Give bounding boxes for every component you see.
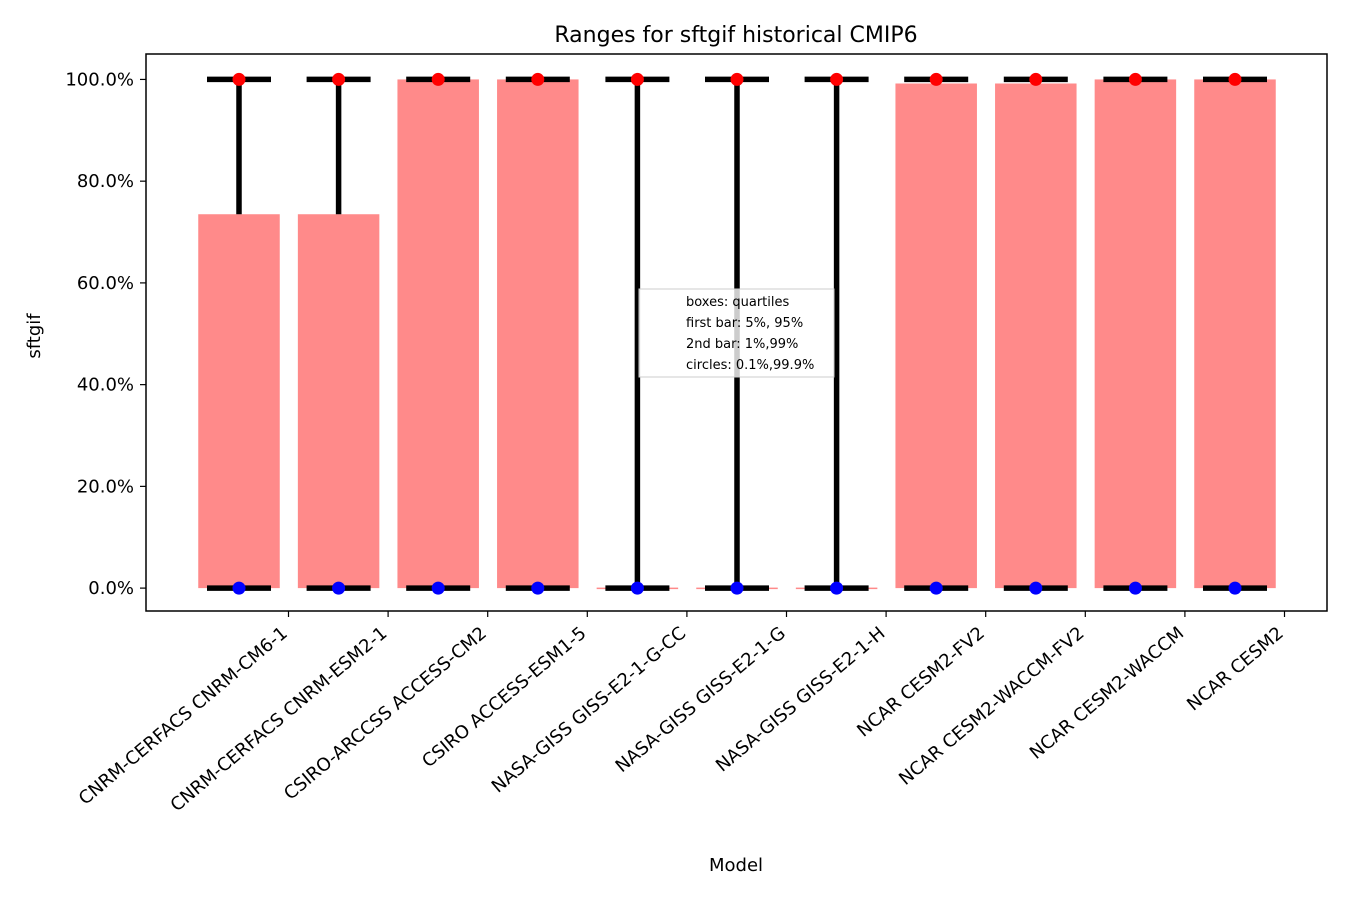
circle-0-1 <box>531 581 545 595</box>
y-axis-label: sftgif <box>24 313 45 359</box>
axes-frame <box>145 53 1328 612</box>
circle-99-9 <box>630 72 644 86</box>
y-tick-label: 0.0% <box>88 578 134 599</box>
circle-99-9 <box>730 72 744 86</box>
legend-entry-circles: circles: 0.1%,99.9% <box>686 358 814 373</box>
circle-0-1 <box>730 581 744 595</box>
circle-0-1 <box>232 581 246 595</box>
circle-0-1 <box>1128 581 1142 595</box>
circle-99-9 <box>1128 72 1142 86</box>
quartile-box <box>1194 79 1276 589</box>
circle-99-9 <box>929 72 943 86</box>
x-axis-label: Model <box>709 855 763 876</box>
circle-99-9 <box>1029 72 1043 86</box>
quartile-box <box>297 214 380 589</box>
legend-entry-second-bar: 2nd bar: 1%,99% <box>686 337 798 352</box>
quartile-box <box>995 83 1077 589</box>
circle-99-9 <box>332 72 346 86</box>
legend-box <box>638 288 835 378</box>
circle-99-9 <box>232 72 246 86</box>
quartile-box <box>1094 79 1177 589</box>
legend: boxes: quartiles first bar: 5%, 95% 2nd … <box>638 288 835 378</box>
circle-99-9 <box>431 72 445 86</box>
chart-title: Ranges for sftgif historical CMIP6 <box>554 23 917 48</box>
y-axis: 0.0% 20.0% 40.0% 60.0% 80.0% 100.0% <box>65 69 146 599</box>
y-tick-label: 60.0% <box>77 273 134 294</box>
circle-0-1 <box>1228 581 1242 595</box>
y-tick-label: 100.0% <box>65 69 134 90</box>
circle-0-1 <box>630 581 644 595</box>
y-tick-label: 20.0% <box>77 476 134 497</box>
legend-entry-first-bar: first bar: 5%, 95% <box>686 316 803 331</box>
quartile-box <box>397 79 479 589</box>
circle-0-1 <box>332 581 346 595</box>
circle-0-1 <box>1029 581 1043 595</box>
circle-0-1 <box>431 581 445 595</box>
circle-99-9 <box>531 72 545 86</box>
plot-area <box>198 72 1276 595</box>
circle-0-1 <box>929 581 943 595</box>
y-tick-label: 80.0% <box>77 171 134 192</box>
legend-entry-boxes: boxes: quartiles <box>686 295 790 310</box>
quartile-box <box>497 79 579 589</box>
quartile-box <box>198 214 280 589</box>
quartile-box <box>895 83 977 589</box>
circle-99-9 <box>830 72 844 86</box>
y-tick-label: 40.0% <box>77 375 134 396</box>
circle-99-9 <box>1228 72 1242 86</box>
circle-0-1 <box>830 581 844 595</box>
